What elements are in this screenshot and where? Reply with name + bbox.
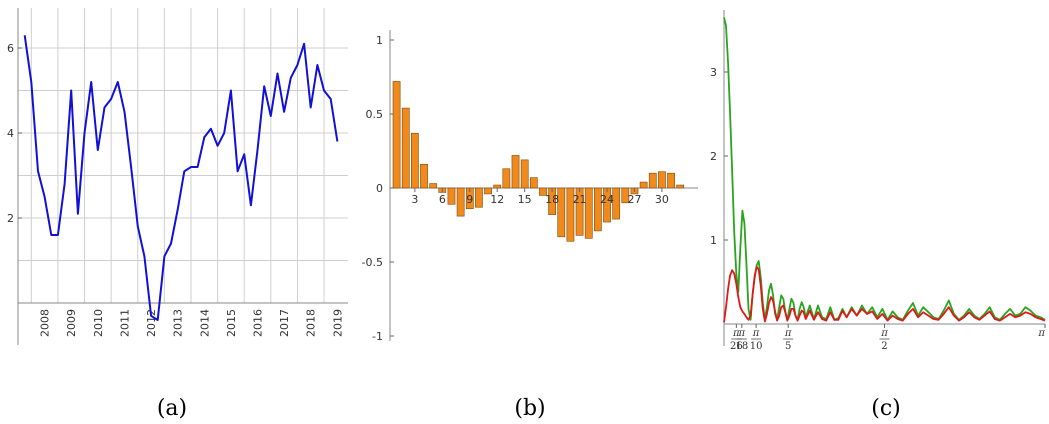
x-tick-label: 24 — [600, 193, 614, 206]
bar — [566, 187, 575, 242]
x-tick-denominator: 26 — [730, 341, 743, 352]
chart-panel-a: 2 4 6 2008 2009 2010 2011 2012 2013 2014 2015 2016 2… — [7, 8, 348, 345]
y-tick-label: -0.5 — [362, 256, 383, 269]
series-line — [23, 35, 339, 321]
caption-a: (a) — [157, 396, 187, 421]
x-tick-label: 2015 — [225, 309, 238, 337]
caption-c: (c) — [871, 396, 901, 421]
bar — [420, 164, 428, 189]
bar — [612, 187, 621, 220]
bar — [401, 107, 410, 189]
y-tick-label: 4 — [7, 127, 14, 140]
series-line-red — [723, 265, 1046, 323]
x-tick-label: 2013 — [172, 309, 185, 337]
x-tick-label: 2008 — [39, 309, 52, 337]
x-tick-label: 27 — [627, 193, 641, 206]
bar — [667, 172, 675, 189]
x-tick-label: 2009 — [65, 309, 78, 337]
bar — [593, 187, 602, 232]
bar — [658, 171, 666, 189]
bar — [475, 187, 483, 208]
bar — [584, 187, 593, 239]
x-tick-label: 15 — [518, 193, 532, 206]
y-tick-label: 1 — [710, 234, 717, 247]
caption-b: (b) — [514, 396, 545, 421]
bar — [447, 187, 456, 205]
y-tick-label: 0.5 — [366, 108, 384, 121]
bar — [456, 187, 465, 217]
series-line-green — [723, 17, 1046, 321]
x-tick-denominator: 10 — [750, 341, 763, 352]
bar — [539, 187, 547, 196]
x-tick-denominator: 18 — [735, 341, 748, 352]
x-tick-label: 12 — [490, 193, 504, 206]
x-tick-label: 2017 — [278, 309, 291, 337]
chart-panel-b: 1 0.5 0 -0.5 -1 3 6 9 12 15 18 21 24 27 30 — [362, 30, 698, 343]
bar — [502, 168, 511, 189]
x-tick-label: 6 — [439, 193, 446, 206]
x-tick-label: 18 — [545, 193, 559, 206]
bar — [529, 177, 538, 189]
x-tick-numerator: π — [784, 328, 792, 339]
x-tick-denominator: 5 — [785, 341, 791, 352]
x-tick-label: 2018 — [305, 309, 318, 337]
x-tick-label: 2014 — [198, 309, 211, 337]
y-tick-label: -1 — [372, 330, 383, 343]
y-tick-label: 2 — [7, 212, 14, 225]
x-tick-label: 2012 — [145, 309, 158, 337]
x-tick-label: 2011 — [118, 309, 131, 337]
x-tick-numerator: π — [752, 328, 760, 339]
x-tick-label: 2019 — [331, 309, 344, 337]
bar — [511, 155, 520, 189]
x-tick-denominator: 2 — [881, 341, 887, 352]
x-tick-label: 2016 — [252, 309, 265, 337]
bar — [639, 181, 648, 189]
y-tick-label: 0 — [376, 182, 383, 195]
bar — [557, 187, 566, 238]
x-tick-numerator: π — [1037, 328, 1045, 339]
x-tick-label: 3 — [411, 193, 418, 206]
x-tick-label: 9 — [466, 193, 473, 206]
bar — [392, 81, 401, 189]
x-tick-label: 2010 — [92, 309, 105, 337]
bar — [621, 187, 630, 204]
bar — [484, 187, 492, 195]
bar — [648, 172, 657, 189]
y-tick-label: 3 — [710, 66, 717, 79]
x-tick-numerator: π — [738, 328, 746, 339]
y-tick-label: 2 — [710, 150, 717, 163]
bar — [410, 132, 419, 189]
chart-panel-c: 1 2 3 π 26 π 18 π 10 π 5 π 2 π — [710, 10, 1046, 352]
x-tick-label: 30 — [655, 193, 669, 206]
y-tick-label: 6 — [7, 42, 14, 55]
bar — [429, 183, 438, 189]
x-tick-numerator: π — [880, 328, 888, 339]
bar — [676, 184, 685, 189]
bar — [520, 159, 529, 189]
bar — [493, 184, 502, 189]
x-tick-label: 21 — [573, 193, 587, 206]
x-tick-numerator: π — [732, 328, 740, 339]
y-tick-label: 1 — [376, 34, 383, 47]
